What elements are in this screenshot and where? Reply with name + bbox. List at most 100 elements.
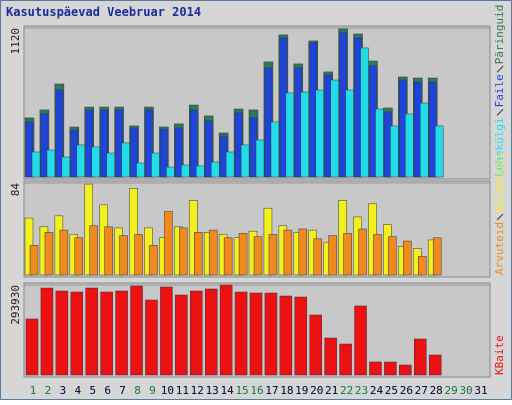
bar [208,229,218,276]
bar [130,285,143,376]
x-tick-label: 30 [459,384,472,397]
legend-label: Faile [493,74,506,107]
bar [234,291,248,376]
bar [115,290,128,376]
y-tick-label: 84 [9,183,22,197]
bar [384,361,397,376]
bar [403,240,412,276]
bar [61,156,71,178]
bar [330,79,339,178]
bar [268,234,278,276]
x-tick-label: 24 [370,384,384,397]
x-tick-label: 29 [445,384,458,397]
bar [434,125,444,178]
bar [44,232,54,276]
bar [270,121,280,178]
bar [164,211,173,276]
bar [89,225,98,276]
bar [100,291,113,376]
bar [255,139,265,178]
bar [181,164,190,178]
x-tick-label: 8 [134,384,141,397]
bar [130,127,138,178]
bar [104,226,113,276]
bar [134,234,143,276]
bar [204,120,213,178]
bar [294,296,308,376]
bar [390,125,399,178]
bar [160,286,173,376]
bar [328,235,337,276]
bar [285,92,295,178]
chart-title: Kasutuspäevad Veebruar 2014 [6,5,201,19]
bar [405,113,414,178]
bar [85,109,93,178]
bar [70,291,84,376]
bar [432,237,442,276]
bar [414,338,427,376]
bar [358,228,367,276]
x-tick-label: 9 [149,384,156,397]
x-tick-label: 17 [265,384,278,397]
x-tick-label: 2 [45,384,52,397]
legend-separator [496,213,504,221]
x-tick-label: 31 [474,384,487,397]
bar [121,142,130,178]
x-tick-label: 21 [325,384,338,397]
bar [40,287,54,376]
bar [298,228,308,276]
bar [238,233,248,276]
x-tick-label: 16 [250,384,263,397]
bar [100,109,108,178]
x-tick-label: 7 [119,384,126,397]
bar [166,166,175,178]
x-tick-label: 23 [355,384,368,397]
bar [204,288,218,376]
legend-separator [496,65,504,73]
bar [55,89,64,178]
bar [324,337,337,376]
x-tick-label: 28 [430,384,443,397]
bar [25,318,39,376]
x-tick-label: 15 [235,384,248,397]
x-tick-label: 10 [161,384,174,397]
bar [175,127,183,178]
bar [76,144,86,178]
bar [343,233,352,276]
bar [145,109,153,178]
bar [315,89,324,178]
bar [219,284,233,376]
bar [149,245,158,276]
bar [190,109,198,178]
x-tick-label: 5 [89,384,96,397]
bar [399,364,412,376]
bar [160,128,168,178]
legend-label: KBaite [493,335,506,375]
bar [46,149,56,178]
x-tick-label: 6 [104,384,111,397]
bar [283,229,293,276]
x-tick-label: 13 [206,384,219,397]
bar [196,165,205,178]
x-tick-label: 27 [415,384,428,397]
bar [25,121,34,178]
bar [74,237,84,276]
x-tick-label: 20 [310,384,323,397]
x-tick-label: 19 [295,384,308,397]
x-tick-label: 26 [400,384,413,397]
bar [85,287,98,376]
bar [375,108,384,178]
bar [40,113,49,178]
x-tick-label: 25 [385,384,398,397]
bar [369,361,382,376]
legend-label: Külastusi [493,152,506,212]
bar [29,245,39,276]
bar [428,354,442,376]
bar [223,237,233,276]
bar [388,236,397,276]
y-tick-label: 293930 [9,285,22,325]
bar [264,292,278,376]
bar [59,229,69,276]
